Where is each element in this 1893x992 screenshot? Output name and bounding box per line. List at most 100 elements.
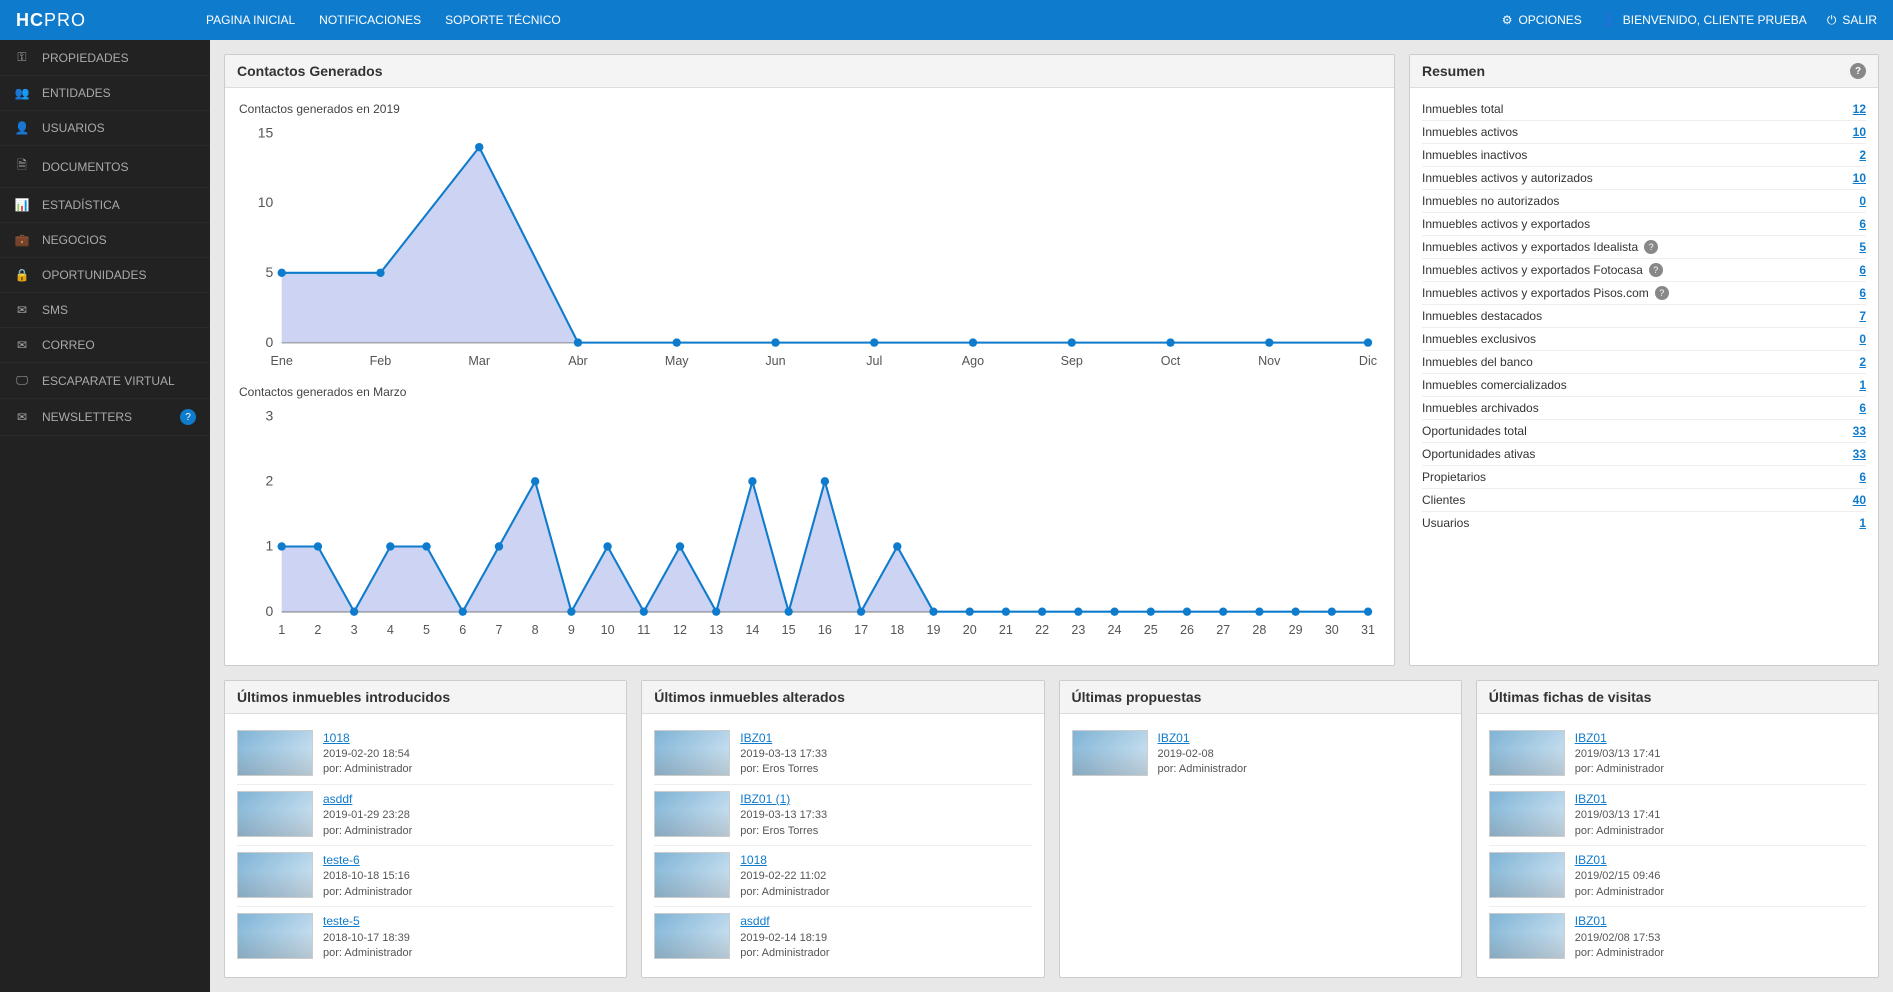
summary-value-link[interactable]: 0 [1859, 194, 1866, 208]
summary-value-link[interactable]: 5 [1859, 240, 1866, 254]
property-thumbnail[interactable] [654, 730, 730, 776]
summary-value-link[interactable]: 1 [1859, 378, 1866, 392]
sidebar-item-label: ESCAPARATE VIRTUAL [42, 374, 175, 388]
sidebar-item-sms[interactable]: ✉SMS [0, 293, 210, 328]
summary-value-link[interactable]: 6 [1859, 401, 1866, 415]
summary-row: Inmuebles activos y autorizados10 [1422, 167, 1866, 190]
svg-text:30: 30 [1325, 623, 1339, 637]
property-link[interactable]: 1018 [323, 731, 350, 745]
svg-text:18: 18 [890, 623, 904, 637]
summary-row: Oportunidades total 33 [1422, 420, 1866, 443]
summary-value-link[interactable]: 7 [1859, 309, 1866, 323]
sidebar-item-usuarios[interactable]: 👤USUARIOS [0, 111, 210, 146]
summary-value-link[interactable]: 6 [1859, 217, 1866, 231]
property-thumbnail[interactable] [237, 852, 313, 898]
property-link[interactable]: IBZ01 [1158, 731, 1190, 745]
svg-text:10: 10 [258, 194, 274, 210]
svg-text:Nov: Nov [1258, 354, 1281, 368]
help-icon[interactable]: ? [1850, 63, 1866, 79]
property-link[interactable]: teste-5 [323, 914, 360, 928]
topnav-right: ⚙OPCIONES 👤BIENVENIDO, CLIENTE PRUEBA ⏻S… [1502, 13, 1877, 28]
mail-icon: ✉ [14, 410, 30, 424]
list-panel-title: Últimos inmuebles introducidos [225, 681, 626, 714]
summary-value-link[interactable]: 6 [1859, 470, 1866, 484]
property-author: por: Administrador [740, 946, 829, 961]
sidebar-item-oportunidades[interactable]: 🔒OPORTUNIDADES [0, 258, 210, 293]
sidebar-item-correo[interactable]: ✉CORREO [0, 328, 210, 363]
list-panel-title: Últimos inmuebles alterados [642, 681, 1043, 714]
sidebar-item-label: USUARIOS [42, 121, 105, 135]
help-icon[interactable]: ? [1644, 240, 1658, 254]
property-thumbnail[interactable] [654, 852, 730, 898]
property-thumbnail[interactable] [1489, 852, 1565, 898]
property-thumbnail[interactable] [1072, 730, 1148, 776]
help-icon[interactable]: ? [1655, 286, 1669, 300]
contacts-panel-title: Contactos Generados [225, 55, 1394, 88]
svg-text:1: 1 [278, 623, 285, 637]
summary-value-link[interactable]: 33 [1853, 447, 1866, 461]
help-icon[interactable]: ? [1649, 263, 1663, 277]
sidebar-item-negocios[interactable]: 💼NEGOCIOS [0, 223, 210, 258]
property-thumbnail[interactable] [237, 791, 313, 837]
list-item: asddf2019-02-14 18:19por: Administrador [654, 906, 1031, 967]
svg-text:3: 3 [351, 623, 358, 637]
options-menu[interactable]: ⚙OPCIONES [1502, 13, 1582, 27]
sidebar-item-propiedades[interactable]: ⚿PROPIEDADES [0, 40, 210, 76]
property-link[interactable]: IBZ01 [1575, 853, 1607, 867]
sidebar-item-newsletters[interactable]: ✉NEWSLETTERS? [0, 399, 210, 436]
summary-value-link[interactable]: 6 [1859, 263, 1866, 277]
property-link[interactable]: 1018 [740, 853, 767, 867]
property-thumbnail[interactable] [1489, 913, 1565, 959]
list-panel-title: Últimas propuestas [1060, 681, 1461, 714]
summary-panel-header: Resumen ? [1410, 55, 1878, 88]
property-link[interactable]: IBZ01 (1) [740, 792, 790, 806]
property-author: por: Administrador [323, 824, 412, 839]
property-link[interactable]: IBZ01 [1575, 731, 1607, 745]
list-item: IBZ012019-02-08por: Administrador [1072, 724, 1449, 784]
main-content: Contactos Generados Contactos generados … [210, 40, 1893, 992]
property-link[interactable]: IBZ01 [1575, 914, 1607, 928]
sidebar-item-documentos[interactable]: 🗎DOCUMENTOS [0, 146, 210, 188]
svg-text:Jun: Jun [765, 354, 785, 368]
summary-label: Oportunidades total [1422, 424, 1527, 438]
summary-value-link[interactable]: 12 [1853, 102, 1866, 116]
topnav-item[interactable]: NOTIFICACIONES [319, 13, 421, 27]
property-link[interactable]: teste-6 [323, 853, 360, 867]
property-author: por: Administrador [1575, 762, 1664, 777]
property-link[interactable]: asddf [740, 914, 769, 928]
summary-value-link[interactable]: 6 [1859, 286, 1866, 300]
summary-row: Propietarios6 [1422, 466, 1866, 489]
topnav-item[interactable]: PAGINA INICIAL [206, 13, 295, 27]
summary-value-link[interactable]: 40 [1853, 493, 1866, 507]
summary-value-link[interactable]: 1 [1859, 516, 1866, 530]
summary-value-link[interactable]: 2 [1859, 355, 1866, 369]
power-icon: ⏻ [1827, 13, 1837, 28]
summary-value-link[interactable]: 33 [1853, 424, 1866, 438]
topnav-item[interactable]: SOPORTE TÉCNICO [445, 13, 561, 27]
property-thumbnail[interactable] [237, 730, 313, 776]
summary-row: Inmuebles total12 [1422, 98, 1866, 121]
list-item: 10182019-02-20 18:54por: Administrador [237, 724, 614, 784]
svg-text:2: 2 [266, 473, 274, 489]
svg-text:31: 31 [1361, 623, 1375, 637]
sidebar-item-entidades[interactable]: 👥ENTIDADES [0, 76, 210, 111]
svg-text:8: 8 [532, 623, 539, 637]
property-link[interactable]: IBZ01 [740, 731, 772, 745]
summary-value-link[interactable]: 10 [1853, 171, 1866, 185]
summary-value-link[interactable]: 10 [1853, 125, 1866, 139]
logout-button[interactable]: ⏻SALIR [1827, 13, 1877, 28]
summary-value-link[interactable]: 2 [1859, 148, 1866, 162]
property-thumbnail[interactable] [654, 913, 730, 959]
property-thumbnail[interactable] [1489, 730, 1565, 776]
summary-value-link[interactable]: 0 [1859, 332, 1866, 346]
property-link[interactable]: IBZ01 [1575, 792, 1607, 806]
property-thumbnail[interactable] [1489, 791, 1565, 837]
property-thumbnail[interactable] [237, 913, 313, 959]
sidebar-item-escaparate-virtual[interactable]: 🖵ESCAPARATE VIRTUAL [0, 363, 210, 399]
property-thumbnail[interactable] [654, 791, 730, 837]
summary-row: Inmuebles destacados7 [1422, 305, 1866, 328]
property-link[interactable]: asddf [323, 792, 352, 806]
list-item: IBZ012019/03/13 17:41por: Administrador [1489, 784, 1866, 845]
svg-text:0: 0 [266, 603, 274, 619]
sidebar-item-estadística[interactable]: 📊ESTADÍSTICA [0, 188, 210, 223]
